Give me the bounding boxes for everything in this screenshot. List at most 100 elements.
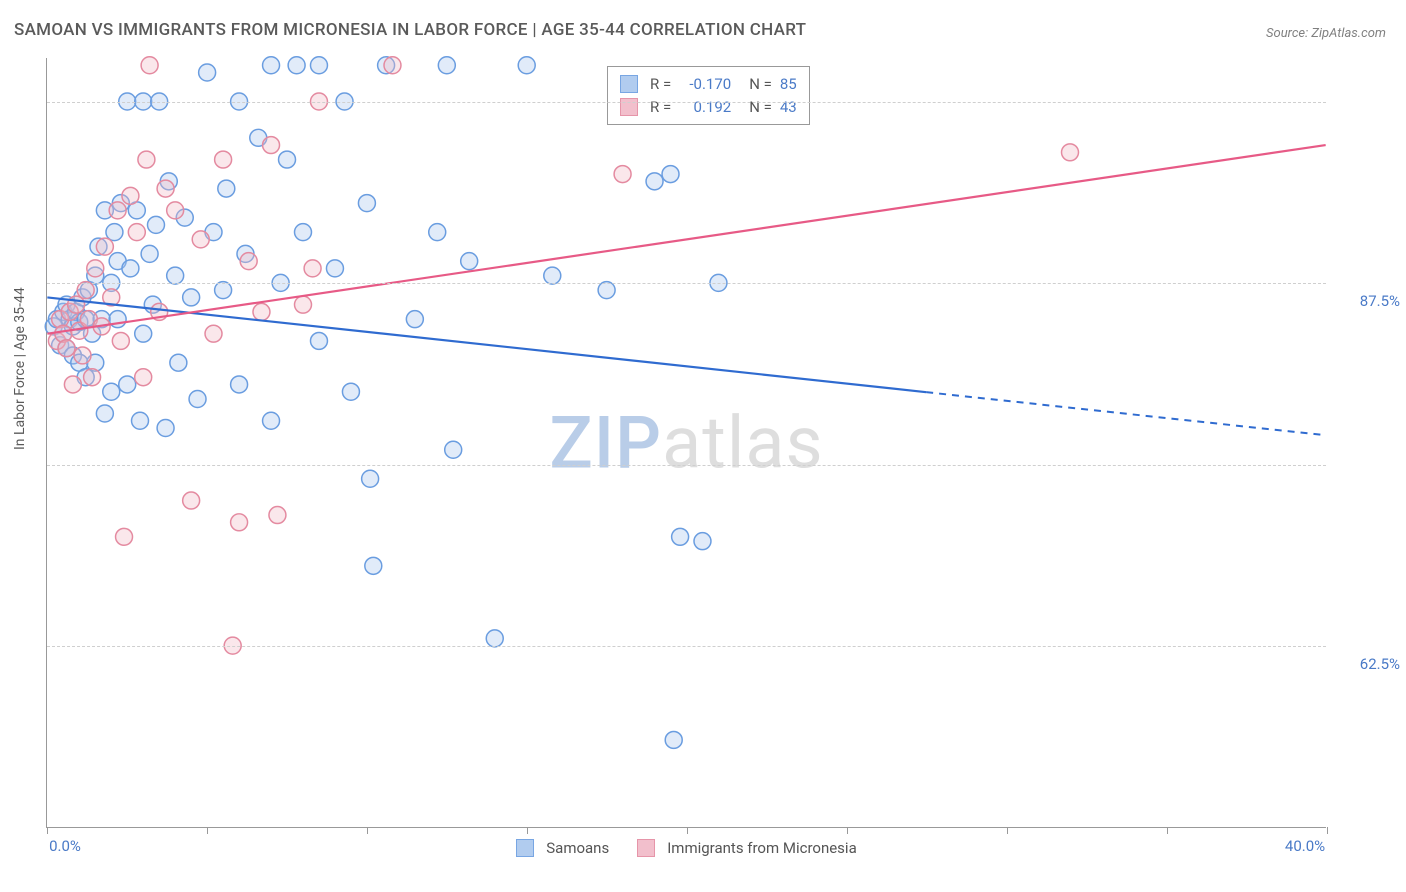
scatter-point: [106, 224, 123, 241]
legend-row: R =-0.170N =85: [620, 73, 797, 96]
scatter-point: [304, 260, 321, 277]
gridline: [47, 102, 1326, 103]
n-label: N =: [749, 73, 772, 96]
scatter-point: [215, 282, 232, 299]
regression-line-extrapolated: [926, 392, 1325, 435]
scatter-point: [279, 151, 296, 168]
scatter-point: [141, 245, 158, 262]
scatter-point: [157, 180, 174, 197]
legend-swatch: [620, 98, 638, 116]
scatter-point: [199, 64, 216, 81]
scatter-point: [74, 347, 91, 364]
scatter-point: [406, 311, 423, 328]
scatter-point: [646, 173, 663, 190]
scatter-point: [342, 383, 359, 400]
scatter-point: [64, 376, 81, 393]
x-tick: [367, 827, 368, 834]
x-tick: [1327, 827, 1328, 834]
scatter-point: [461, 253, 478, 270]
y-axis-label: In Labor Force | Age 35-44: [12, 287, 28, 450]
scatter-point: [96, 238, 113, 255]
legend-item: Samoans: [516, 839, 609, 857]
scatter-point: [148, 216, 165, 233]
x-tick-label: 0.0%: [49, 837, 81, 855]
scatter-point: [87, 260, 104, 277]
scatter-point: [215, 151, 232, 168]
scatter-point: [288, 57, 305, 74]
x-tick: [527, 827, 528, 834]
scatter-point: [103, 383, 120, 400]
legend-swatch: [637, 839, 655, 857]
x-tick: [47, 827, 48, 834]
scatter-point: [269, 507, 286, 524]
legend-swatch: [516, 839, 534, 857]
correlation-chart: SAMOAN VS IMMIGRANTS FROM MICRONESIA IN …: [0, 0, 1406, 892]
scatter-point: [218, 180, 235, 197]
scatter-point: [358, 195, 375, 212]
scatter-point: [141, 57, 158, 74]
scatter-point: [1062, 144, 1079, 161]
scatter-point: [112, 332, 129, 349]
chart-title: SAMOAN VS IMMIGRANTS FROM MICRONESIA IN …: [14, 20, 806, 40]
legend-item: Immigrants from Micronesia: [637, 839, 857, 857]
scatter-point: [183, 289, 200, 306]
scatter-point: [544, 267, 561, 284]
scatter-point: [310, 57, 327, 74]
regression-line: [47, 145, 1325, 334]
source-attribution: Source: ZipAtlas.com: [1266, 26, 1386, 41]
x-tick: [847, 827, 848, 834]
scatter-point: [96, 405, 113, 422]
r-value: 0.192: [679, 96, 731, 119]
gridline: [47, 646, 1326, 647]
scatter-point: [77, 282, 94, 299]
scatter-point: [84, 369, 101, 386]
plot-area: ZIPatlas R =-0.170N =85R =0.192N =43 Sam…: [46, 58, 1326, 828]
gridline: [47, 465, 1326, 466]
x-tick: [1167, 827, 1168, 834]
scatter-point: [231, 376, 248, 393]
scatter-point: [157, 420, 174, 437]
legend-swatch: [620, 75, 638, 93]
scatter-point: [310, 332, 327, 349]
scatter-point: [138, 151, 155, 168]
scatter-point: [135, 325, 152, 342]
scatter-point: [662, 166, 679, 183]
r-label: R =: [650, 73, 671, 96]
scatter-point: [167, 267, 184, 284]
scatter-point: [295, 224, 312, 241]
scatter-point: [518, 57, 535, 74]
scatter-point: [384, 57, 401, 74]
scatter-point: [253, 303, 270, 320]
r-value: -0.170: [679, 73, 731, 96]
scatter-point: [231, 514, 248, 531]
x-tick: [207, 827, 208, 834]
scatter-point: [119, 376, 136, 393]
scatter-point: [429, 224, 446, 241]
r-label: R =: [650, 96, 671, 119]
legend-label: Immigrants from Micronesia: [667, 839, 857, 857]
scatter-point: [665, 731, 682, 748]
scatter-point: [68, 296, 85, 313]
scatter-point: [132, 412, 149, 429]
scatter-point: [135, 369, 152, 386]
scatter-point: [167, 202, 184, 219]
scatter-point: [326, 260, 343, 277]
scatter-point: [694, 533, 711, 550]
scatter-point: [240, 253, 257, 270]
scatter-point: [109, 202, 126, 219]
regression-line: [47, 297, 926, 392]
scatter-point: [189, 390, 206, 407]
scatter-point: [445, 441, 462, 458]
scatter-point: [362, 470, 379, 487]
scatter-point: [183, 492, 200, 509]
x-tick: [1007, 827, 1008, 834]
scatter-point: [205, 325, 222, 342]
n-label: N =: [749, 96, 772, 119]
legend-label: Samoans: [546, 839, 609, 857]
scatter-point: [122, 187, 139, 204]
correlation-legend: R =-0.170N =85R =0.192N =43: [607, 66, 810, 125]
x-tick: [687, 827, 688, 834]
x-tick-label: 40.0%: [1285, 837, 1325, 855]
n-value: 43: [780, 96, 797, 119]
scatter-point: [486, 630, 503, 647]
